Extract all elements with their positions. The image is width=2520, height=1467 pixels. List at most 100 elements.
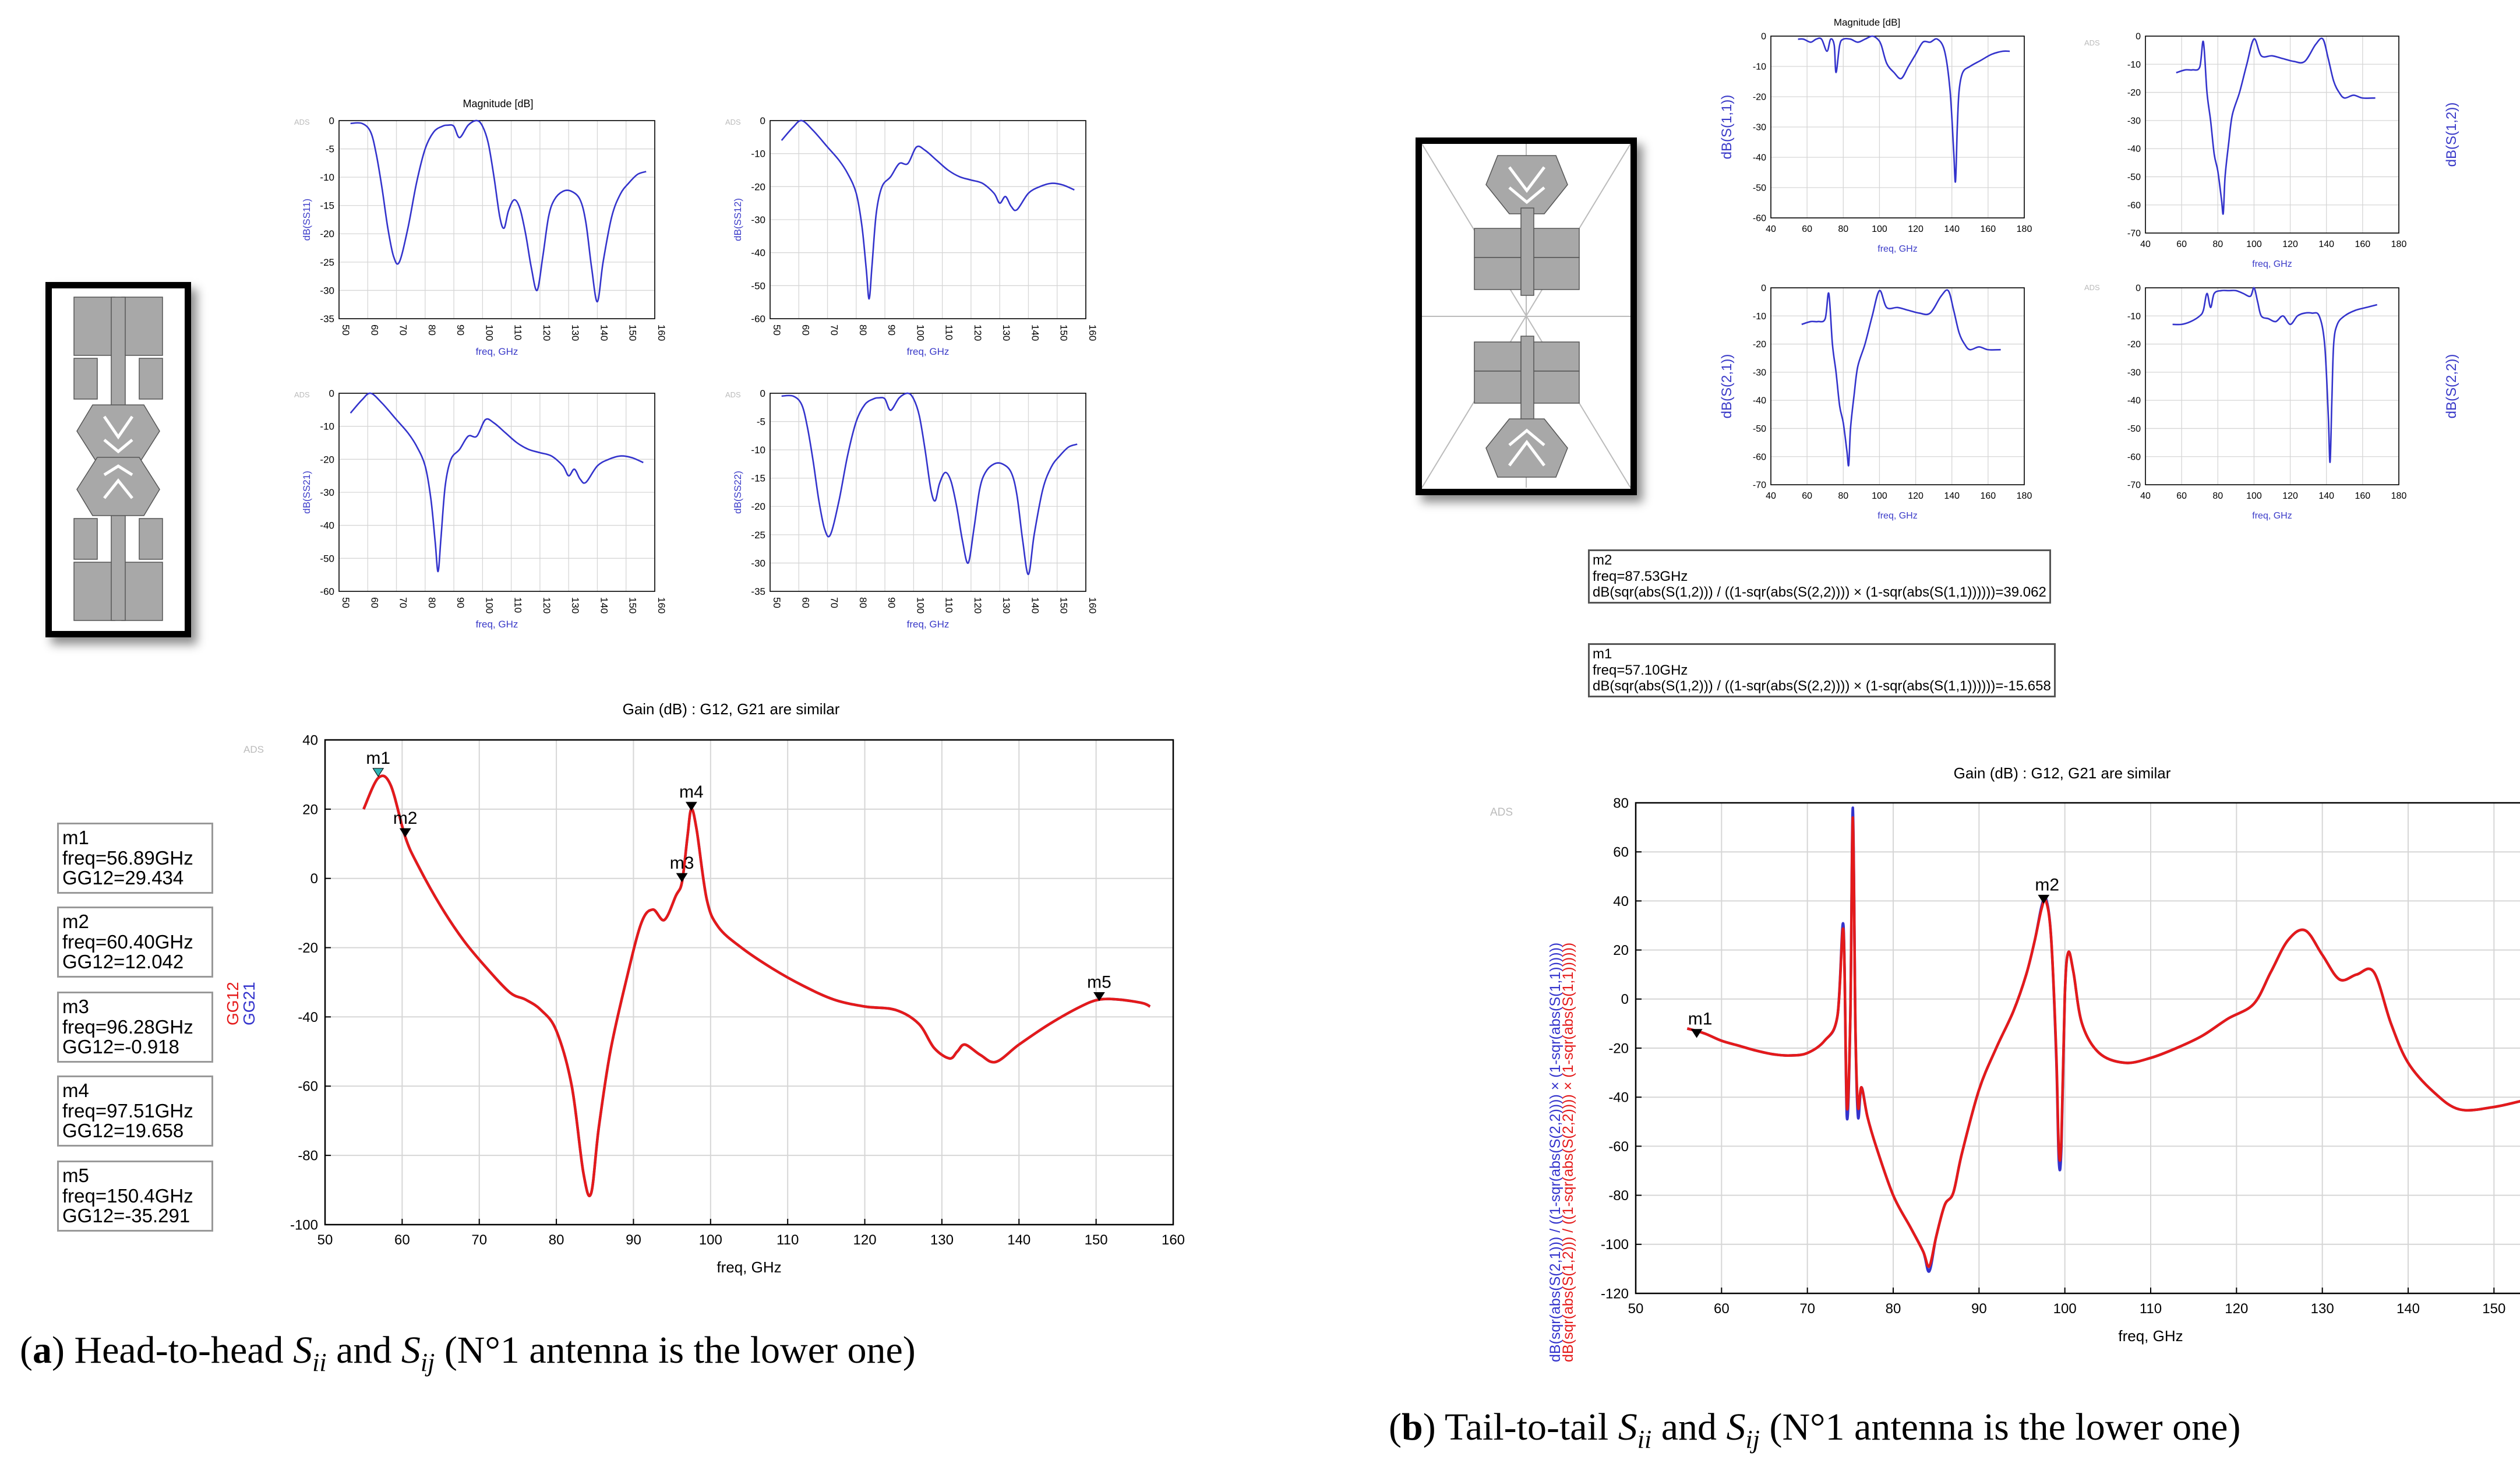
marker-value: dB(sqr(abs(S(1,2))) / ((1-sqr(abs(S(2,2)… [1593, 678, 2051, 694]
y-tick-label: -15 [751, 473, 765, 484]
x-tick-label: 40 [2140, 239, 2151, 249]
x-axis-label: freq, GHz [2252, 259, 2292, 269]
x-tick-label: 80 [2212, 239, 2223, 249]
y-tick-label: -60 [2127, 200, 2141, 210]
y-tick-label: -70 [2127, 481, 2141, 491]
y-tick-label: -30 [1753, 123, 1766, 133]
caption-a: (a) Head-to-head Sii and Sij (N°1 antenn… [20, 1329, 916, 1377]
x-tick-label: 60 [800, 325, 811, 336]
x-tick-label: 130 [1001, 597, 1012, 613]
marker-readout-m2: m2 freq=60.40GHz GG12=12.042 [57, 907, 213, 978]
x-axis-label: freq, GHz [1877, 511, 1917, 521]
y-tick-label: -20 [320, 228, 334, 239]
y-tick-label: -10 [1753, 312, 1766, 322]
y-tick-label: -50 [1753, 424, 1766, 434]
x-tick-label: 100 [2053, 1301, 2077, 1317]
y-tick-label: -30 [1753, 368, 1766, 378]
y-axis-label: dB(S(2,2)) [2444, 354, 2459, 419]
x-tick-label: 40 [1766, 224, 1776, 234]
x-axis-label: freq, GHz [476, 619, 518, 630]
x-tick-label: 130 [570, 597, 581, 613]
caption-letter: a [32, 1329, 52, 1371]
y-tick-label: -100 [1601, 1237, 1629, 1253]
y-tick-label: -40 [2127, 144, 2141, 154]
marker-readout-m5: m5 freq=150.4GHz GG12=-35.291 [57, 1161, 213, 1232]
y-tick-label: -40 [1753, 153, 1766, 163]
y-tick-label: 0 [329, 388, 334, 399]
x-tick-label: 90 [455, 597, 466, 608]
x-tick-label: 100 [2246, 491, 2262, 501]
x-tick-label: 60 [1714, 1301, 1730, 1317]
x-tick-label: 60 [800, 597, 811, 608]
x-tick-label: 100 [2246, 239, 2262, 249]
marker-m2 [399, 828, 411, 838]
y-tick-label: -10 [751, 445, 765, 456]
x-tick-label: 140 [2318, 239, 2334, 249]
marker-name: m5 [62, 1165, 89, 1186]
y-tick-label: -60 [298, 1079, 318, 1095]
marker-readout-m2: m2 freq=87.53GHz dB(sqr(abs(S(1,2))) / (… [1588, 549, 2051, 604]
chart-title: Magnitude [dB] [1834, 17, 1900, 28]
caption-sub-ii: ii [1637, 1425, 1652, 1454]
marker-val: GG12=-0.918 [62, 1036, 179, 1058]
x-tick-label: 90 [455, 325, 466, 336]
x-tick-label: 180 [2017, 491, 2032, 501]
marker-val: GG12=-35.291 [62, 1205, 190, 1227]
y-tick-label: 0 [329, 115, 334, 126]
x-tick-label: 150 [2482, 1301, 2505, 1317]
y-tick-label: -10 [1753, 62, 1766, 72]
x-tick-label: 140 [598, 325, 609, 341]
right-charts-canvas: Magnitude [dB] 40 60 80 100 120 140 160 180 0 -10… [1490, 17, 2520, 1362]
ads-label: ADS [1490, 806, 1513, 819]
marker-name: m2 [62, 911, 89, 932]
y-tick-label: 0 [1761, 284, 1766, 294]
y-tick-label: -20 [751, 501, 765, 512]
marker-freq: freq=96.28GHz [62, 1015, 193, 1038]
chart-dB-S21: 40 60 80 100 120 140 160 180 0 -10 -20 -30 -40 -50 -60… [1719, 284, 2032, 521]
marker-m3 [676, 873, 688, 883]
x-tick-label: 140 [1029, 325, 1040, 341]
x-tick-label: 150 [1058, 597, 1070, 613]
x-tick-label: 80 [1838, 224, 1848, 234]
x-axis-label: freq, GHz [907, 619, 950, 630]
x-tick-label: 60 [394, 1232, 410, 1248]
marker-name: m1 [62, 827, 89, 848]
y-tick-label: 0 [310, 871, 318, 887]
caption-text: Tail-to-tail [1445, 1406, 1609, 1448]
x-tick-label: 130 [930, 1232, 954, 1248]
marker-name: m4 [62, 1080, 89, 1101]
y-tick-label: -20 [1753, 340, 1766, 350]
y-tick-label: -50 [320, 553, 334, 564]
x-tick-label: 50 [340, 597, 351, 608]
plot-frame [338, 393, 655, 592]
series-line-dB-S-1-1-- [1798, 35, 2010, 183]
x-tick-label: 80 [426, 325, 437, 336]
y-tick-label: -25 [751, 530, 765, 541]
marker-label-m5: m5 [1087, 972, 1111, 992]
ads-label: ADS [294, 118, 310, 126]
y-tick-label: -10 [751, 149, 765, 160]
y-tick-label: -60 [320, 586, 334, 597]
marker-readout-m3: m3 freq=96.28GHz GG12=-0.918 [57, 992, 213, 1063]
x-tick-label: 120 [853, 1232, 877, 1248]
series-line-GG12 [362, 774, 1151, 1197]
x-axis-label: freq, GHz [2252, 511, 2292, 521]
series-line-dB-SS22- [781, 392, 1078, 576]
x-tick-label: 160 [2355, 239, 2371, 249]
caption-s2: S [1726, 1406, 1746, 1448]
marker-label-m1: m1 [1688, 1010, 1713, 1029]
chart-dB-SS22: ADS 50 60 70 80 90 100 110 120 130 140 150 160 0 -5 -1… [725, 388, 1098, 630]
y-tick-label: -40 [1608, 1090, 1629, 1106]
chart-title: Gain (dB) : G12, G21 are similar [1954, 764, 2171, 782]
marker-val: GG12=29.434 [62, 867, 184, 889]
x-tick-label: 120 [541, 597, 552, 613]
x-tick-label: 160 [1981, 224, 1996, 234]
caption-b: (b) Tail-to-tail Sii and Sij (N°1 antenn… [1389, 1406, 2241, 1454]
x-axis-label: freq, GHz [1877, 244, 1917, 254]
marker-name: m3 [62, 996, 89, 1017]
x-tick-label: 60 [2176, 239, 2187, 249]
x-tick-label: 80 [1886, 1301, 1901, 1317]
x-tick-label: 140 [598, 597, 609, 613]
x-tick-label: 100 [1872, 491, 1887, 501]
x-tick-label: 120 [972, 325, 983, 341]
